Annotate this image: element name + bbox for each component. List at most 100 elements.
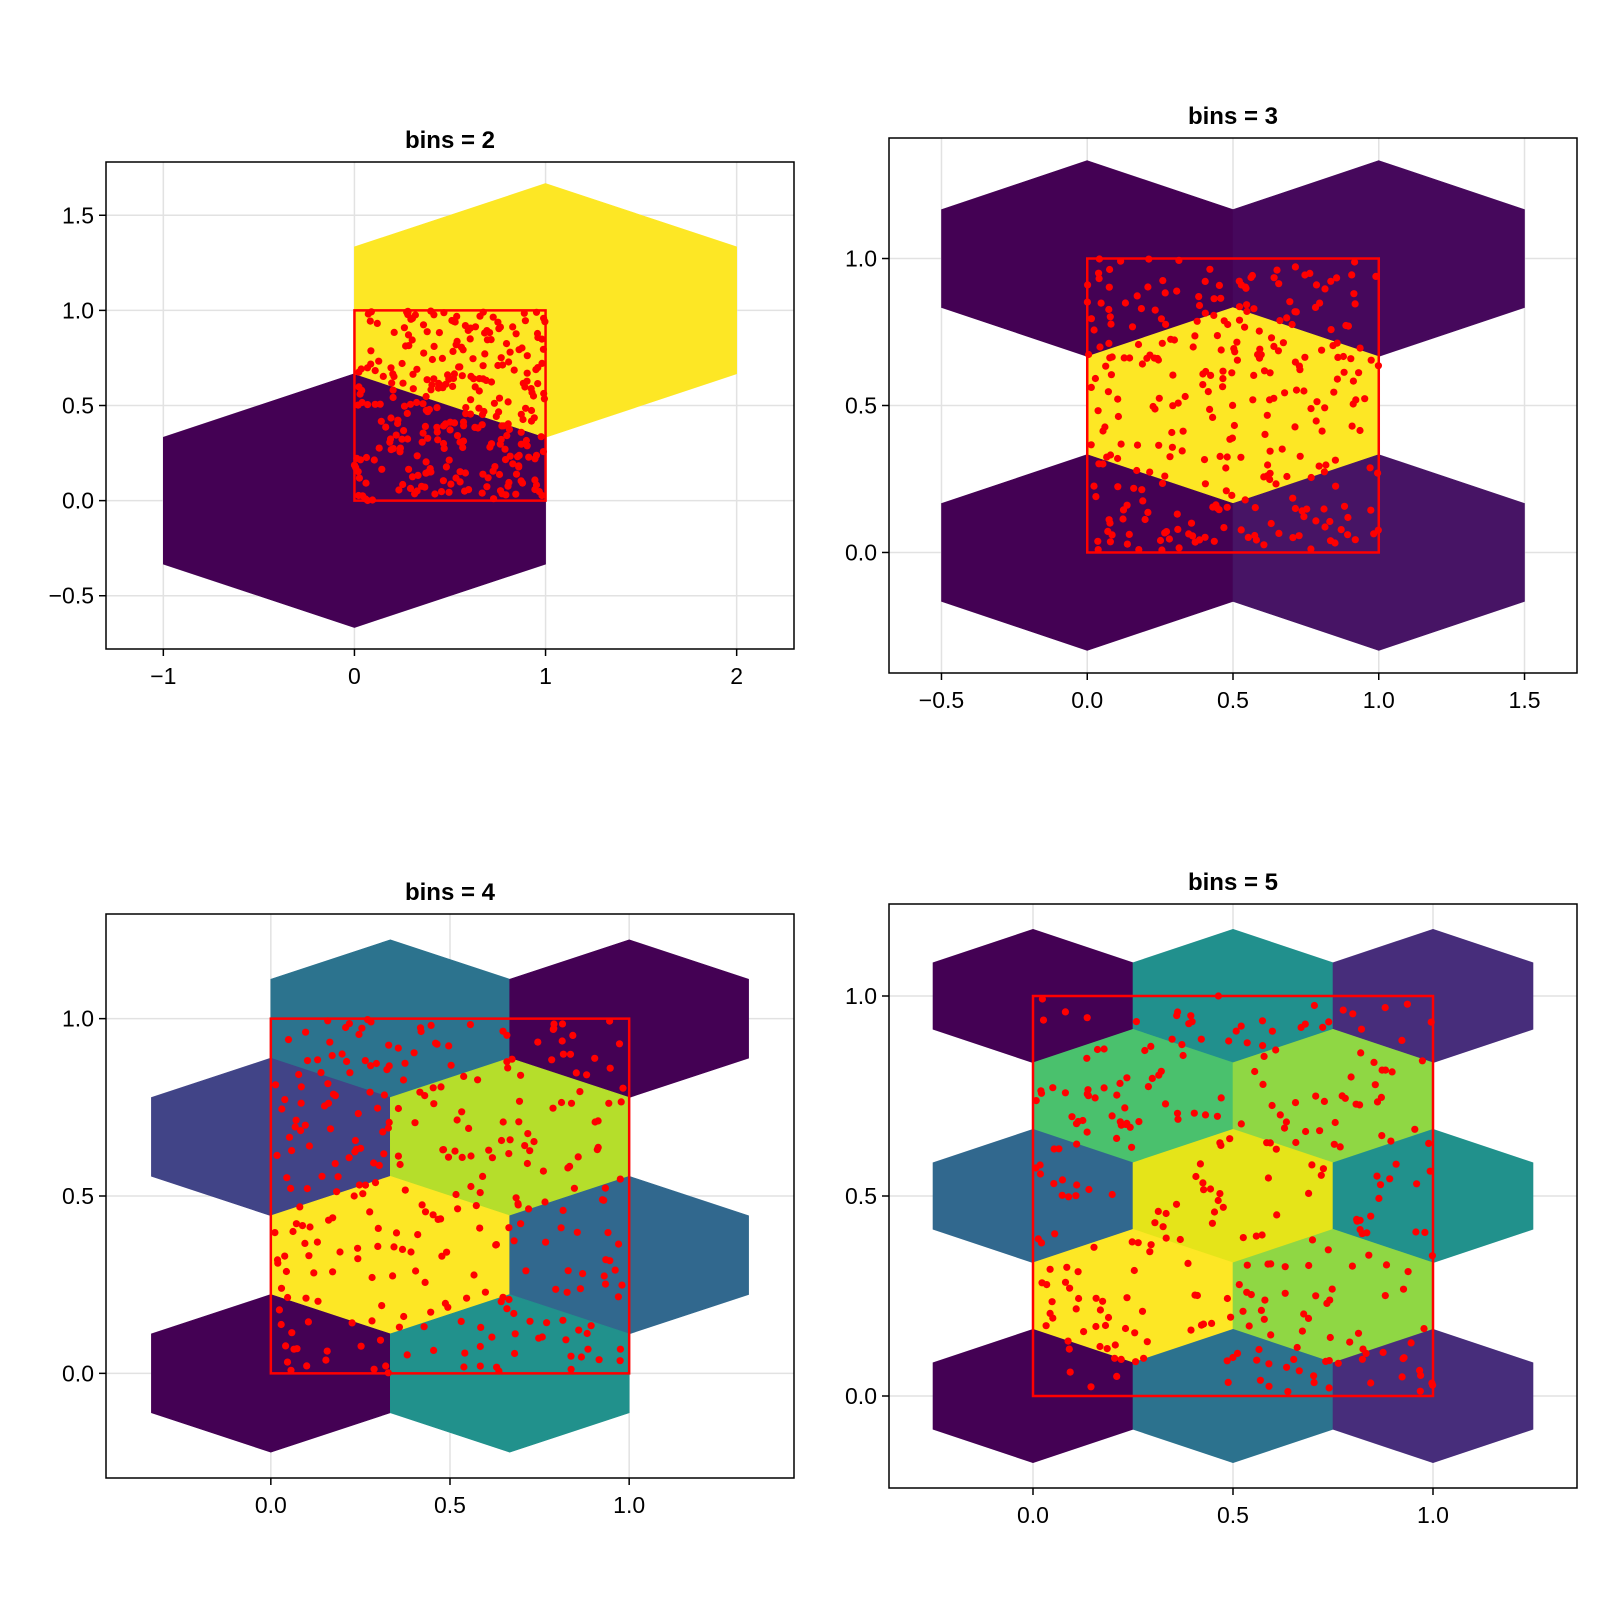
scatter-point bbox=[449, 382, 457, 390]
scatter-point bbox=[354, 401, 362, 409]
scatter-point bbox=[1162, 320, 1170, 328]
scatter-point bbox=[1307, 405, 1315, 413]
scatter-point bbox=[1074, 1268, 1082, 1276]
scatter-point bbox=[1214, 1196, 1222, 1205]
scatter-point bbox=[334, 1173, 342, 1181]
scatter-point bbox=[1290, 1355, 1298, 1363]
scatter-point bbox=[1249, 396, 1257, 404]
scatter-point bbox=[1316, 1127, 1324, 1135]
scatter-point bbox=[1121, 1104, 1129, 1112]
scatter-point bbox=[1266, 1139, 1274, 1147]
scatter-point bbox=[445, 488, 453, 496]
scatter-point bbox=[1267, 1331, 1275, 1339]
scatter-point bbox=[1312, 1092, 1320, 1100]
scatter-point bbox=[351, 1136, 359, 1145]
scatter-point bbox=[1318, 346, 1326, 354]
scatter-point bbox=[460, 1072, 468, 1080]
scatter-point bbox=[1326, 1333, 1334, 1342]
scatter-point bbox=[1106, 265, 1114, 274]
scatter-point bbox=[1166, 453, 1174, 461]
scatter-point bbox=[446, 426, 454, 434]
scatter-point bbox=[1161, 529, 1169, 537]
scatter-point bbox=[1139, 497, 1147, 505]
scatter-point bbox=[385, 1041, 393, 1049]
scatter-point bbox=[1096, 343, 1104, 351]
scatter-point bbox=[492, 412, 500, 420]
scatter-point bbox=[1085, 1185, 1093, 1194]
scatter-point bbox=[370, 1159, 378, 1167]
scatter-point bbox=[458, 1153, 466, 1161]
scatter-point bbox=[476, 1342, 484, 1351]
chart-title: bins = 5 bbox=[1188, 869, 1278, 896]
y-tick-label: 0.0 bbox=[845, 1383, 877, 1409]
scatter-point bbox=[326, 1038, 334, 1046]
scatter-point bbox=[1308, 1161, 1316, 1169]
scatter-point bbox=[329, 1268, 337, 1276]
scatter-point bbox=[1230, 421, 1238, 430]
scatter-point bbox=[1320, 505, 1328, 513]
scatter-point bbox=[434, 384, 442, 392]
scatter-point bbox=[1063, 1263, 1071, 1271]
x-tick-label: 0 bbox=[348, 663, 361, 689]
scatter-point bbox=[1421, 1228, 1429, 1236]
scatter-point bbox=[302, 1294, 310, 1302]
scatter-point bbox=[1283, 1363, 1291, 1371]
scatter-point bbox=[1330, 388, 1338, 396]
scatter-point bbox=[479, 1172, 487, 1180]
scatter-point bbox=[324, 1080, 332, 1088]
scatter-point bbox=[534, 380, 542, 388]
scatter-point bbox=[517, 440, 525, 448]
scatter-point bbox=[1388, 1068, 1396, 1076]
scatter-point bbox=[1216, 1190, 1224, 1198]
scatter-point bbox=[422, 406, 430, 414]
scatter-point bbox=[570, 1184, 579, 1192]
scatter-point bbox=[1095, 269, 1103, 277]
scatter-point bbox=[601, 1184, 610, 1192]
scatter-point bbox=[1312, 517, 1320, 525]
scatter-point bbox=[1235, 316, 1244, 324]
scatter-point bbox=[1149, 402, 1157, 411]
scatter-point bbox=[444, 371, 452, 379]
scatter-point bbox=[354, 1110, 362, 1118]
scatter-point bbox=[1386, 1175, 1394, 1183]
scatter-point bbox=[343, 1057, 351, 1066]
scatter-point bbox=[614, 1293, 623, 1301]
y-tick-label: 1.5 bbox=[62, 202, 94, 228]
chart-title: bins = 2 bbox=[405, 127, 495, 154]
scatter-point bbox=[367, 1062, 375, 1070]
scatter-point bbox=[1328, 1285, 1336, 1293]
scatter-point bbox=[1157, 1067, 1165, 1075]
scatter-point bbox=[1398, 1373, 1406, 1381]
scatter-point bbox=[1134, 340, 1143, 349]
scatter-point bbox=[1167, 335, 1175, 343]
scatter-point bbox=[1363, 1229, 1371, 1237]
scatter-point bbox=[1298, 507, 1306, 515]
scatter-point bbox=[465, 486, 473, 494]
scatter-layer bbox=[1083, 255, 1382, 554]
scatter-point bbox=[1207, 371, 1215, 379]
panel-2: −0.5 0.0 0.5 1.0 1.5 0.0 0.5 1.0 bins = 3 bbox=[845, 103, 1578, 713]
scatter-point bbox=[435, 329, 443, 337]
scatter-point bbox=[541, 1198, 549, 1206]
scatter-point bbox=[359, 492, 367, 500]
y-tick-label: 1.0 bbox=[845, 983, 877, 1009]
scatter-point bbox=[1117, 1355, 1125, 1363]
scatter-point bbox=[1193, 317, 1201, 325]
scatter-point bbox=[282, 1342, 290, 1350]
scatter-point bbox=[439, 1146, 448, 1154]
scatter-point bbox=[413, 365, 421, 373]
scatter-point bbox=[433, 423, 441, 431]
scatter-point bbox=[1130, 484, 1138, 492]
scatter-point bbox=[488, 1333, 496, 1341]
scatter-point bbox=[542, 1238, 550, 1246]
scatter-point bbox=[1329, 342, 1337, 350]
scatter-point bbox=[416, 1088, 424, 1096]
scatter-point bbox=[1046, 1309, 1054, 1317]
scatter-point bbox=[453, 432, 462, 440]
scatter-point bbox=[405, 465, 413, 473]
scatter-point bbox=[506, 348, 514, 356]
scatter-point bbox=[323, 1347, 331, 1355]
scatter-point bbox=[474, 1076, 482, 1084]
scatter-point bbox=[1087, 383, 1095, 391]
scatter-point bbox=[1114, 412, 1122, 421]
